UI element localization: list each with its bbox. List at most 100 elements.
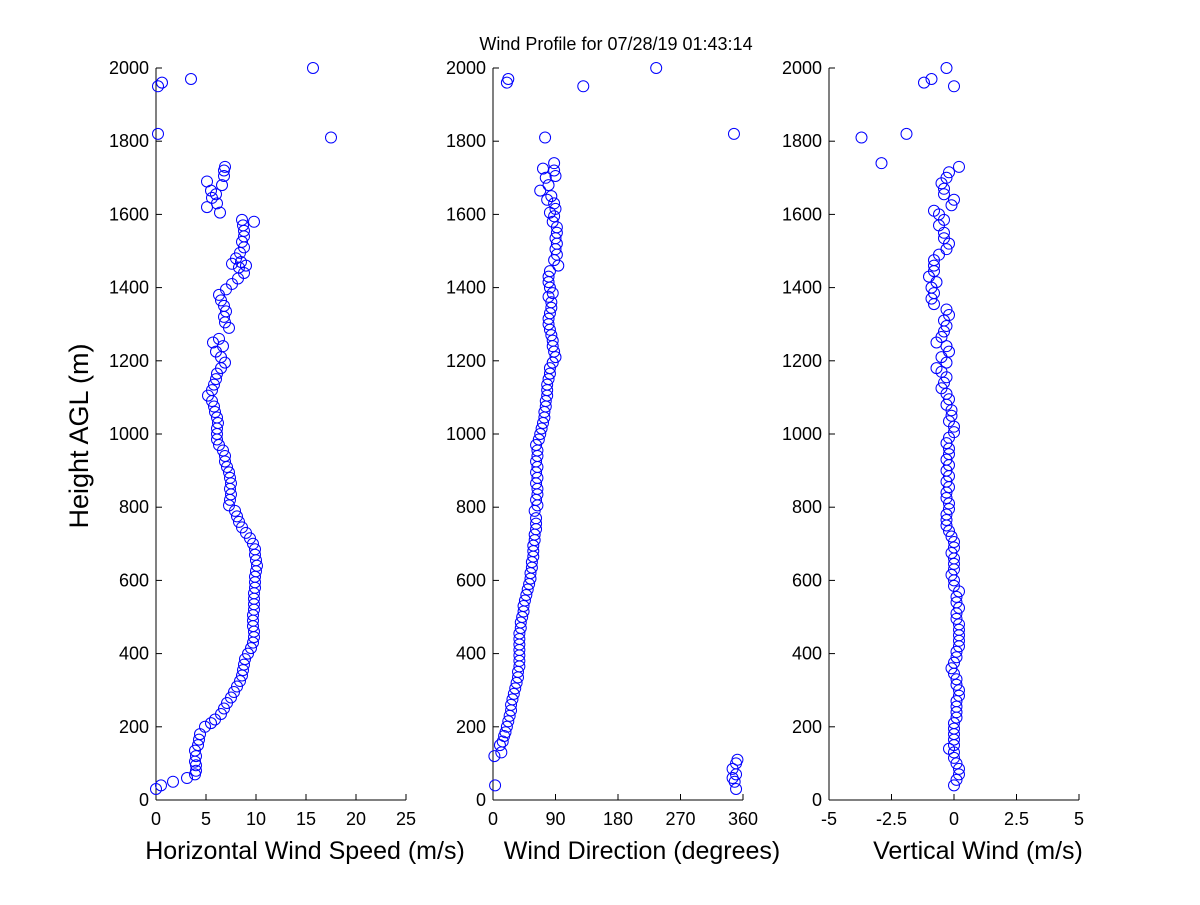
y-tick-label: 1400 xyxy=(109,278,149,298)
data-point xyxy=(193,733,205,746)
data-point xyxy=(943,497,955,510)
y-tick-label: 200 xyxy=(119,717,149,737)
data-point xyxy=(545,296,558,309)
data-point xyxy=(950,757,963,770)
data-point xyxy=(940,492,953,505)
data-point xyxy=(205,717,217,730)
data-point xyxy=(502,715,515,728)
x-tick-label: 0 xyxy=(488,809,498,829)
x-tick-label: 15 xyxy=(296,809,316,829)
x-tick-label: -2.5 xyxy=(876,809,907,829)
x-tick-label: 5 xyxy=(201,809,211,829)
data-point xyxy=(189,744,201,757)
y-tick-label: 1600 xyxy=(782,204,822,224)
data-point xyxy=(948,779,960,792)
data-point xyxy=(210,373,222,386)
data-point xyxy=(242,647,254,660)
data-point xyxy=(218,169,230,182)
data-point xyxy=(953,623,965,636)
y-tick-label: 600 xyxy=(119,570,149,590)
data-point xyxy=(545,190,558,203)
figure-title: Wind Profile for 07/28/19 01:43:14 xyxy=(479,34,752,54)
data-point xyxy=(950,773,963,786)
data-point xyxy=(548,197,561,210)
data-point xyxy=(543,265,556,278)
data-point xyxy=(940,508,953,521)
data-point xyxy=(577,80,590,93)
data-point xyxy=(650,62,663,74)
data-point xyxy=(541,378,554,391)
data-point xyxy=(517,600,530,613)
y-tick-label: 1800 xyxy=(109,131,149,151)
y-tick-label: 1200 xyxy=(109,351,149,371)
data-point xyxy=(950,678,963,691)
panel-1: 0 5 10 15 20 25 0 200 400 600 800 1000 1200 1400 1600 1… xyxy=(64,58,465,865)
data-point xyxy=(900,127,913,140)
data-point xyxy=(953,689,965,702)
data-point xyxy=(247,537,259,550)
data-point xyxy=(201,175,213,188)
data-point xyxy=(155,779,167,792)
data-point xyxy=(212,417,224,430)
data-point xyxy=(507,687,520,700)
data-point xyxy=(935,331,948,344)
data-point xyxy=(156,76,168,89)
data-point xyxy=(546,287,559,300)
data-point xyxy=(236,213,248,226)
data-point xyxy=(521,583,534,596)
y-tick-label: 2000 xyxy=(109,58,149,78)
data-point xyxy=(219,160,231,173)
data-point xyxy=(220,305,232,318)
data-point xyxy=(190,764,202,777)
y-tick-label: 0 xyxy=(139,790,149,810)
data-point xyxy=(499,726,512,739)
data-point xyxy=(953,160,965,173)
data-point xyxy=(950,645,963,658)
y-tick-label: 1600 xyxy=(446,204,486,224)
x-tick-label: 5 xyxy=(1074,809,1084,829)
x-tick-label: 360 xyxy=(728,809,758,829)
data-point xyxy=(940,303,953,316)
data-point xyxy=(167,775,179,788)
data-point xyxy=(185,72,197,85)
data-point xyxy=(181,772,193,785)
x-tick-label: 90 xyxy=(545,809,565,829)
data-point xyxy=(206,384,218,397)
data-point xyxy=(213,332,225,345)
data-point xyxy=(514,616,527,629)
data-point xyxy=(945,409,958,422)
data-point xyxy=(542,290,555,303)
data-point xyxy=(231,510,243,523)
data-point xyxy=(206,191,218,204)
data-point xyxy=(945,662,958,675)
data-point xyxy=(938,188,950,201)
data-point xyxy=(248,215,260,228)
data-point xyxy=(218,299,230,312)
data-point xyxy=(948,557,960,570)
data-point xyxy=(950,590,963,603)
x-tick-label: 2.5 xyxy=(1004,809,1029,829)
data-point xyxy=(224,471,236,484)
data-point xyxy=(938,376,950,389)
data-point xyxy=(550,226,563,239)
data-point xyxy=(518,594,531,607)
data-point xyxy=(530,512,543,525)
data-point xyxy=(918,76,930,89)
x-tick-label: 20 xyxy=(346,809,366,829)
data-point xyxy=(940,437,953,450)
data-point xyxy=(549,202,562,215)
data-point xyxy=(546,215,559,228)
data-point xyxy=(548,210,561,223)
data-point xyxy=(215,707,227,720)
data-point xyxy=(530,438,543,451)
data-point xyxy=(542,270,555,283)
data-point xyxy=(225,691,237,704)
x-tick-label: 25 xyxy=(396,809,416,829)
y-tick-label: 1000 xyxy=(109,424,149,444)
data-point xyxy=(940,243,953,256)
data-point xyxy=(223,466,235,479)
data-point xyxy=(940,320,953,333)
y-tick-label: 200 xyxy=(792,717,822,737)
data-point xyxy=(545,301,558,314)
